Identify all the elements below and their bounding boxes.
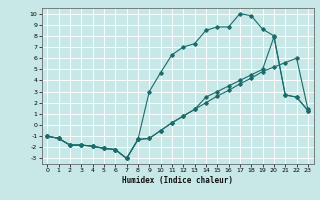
X-axis label: Humidex (Indice chaleur): Humidex (Indice chaleur) — [122, 176, 233, 185]
